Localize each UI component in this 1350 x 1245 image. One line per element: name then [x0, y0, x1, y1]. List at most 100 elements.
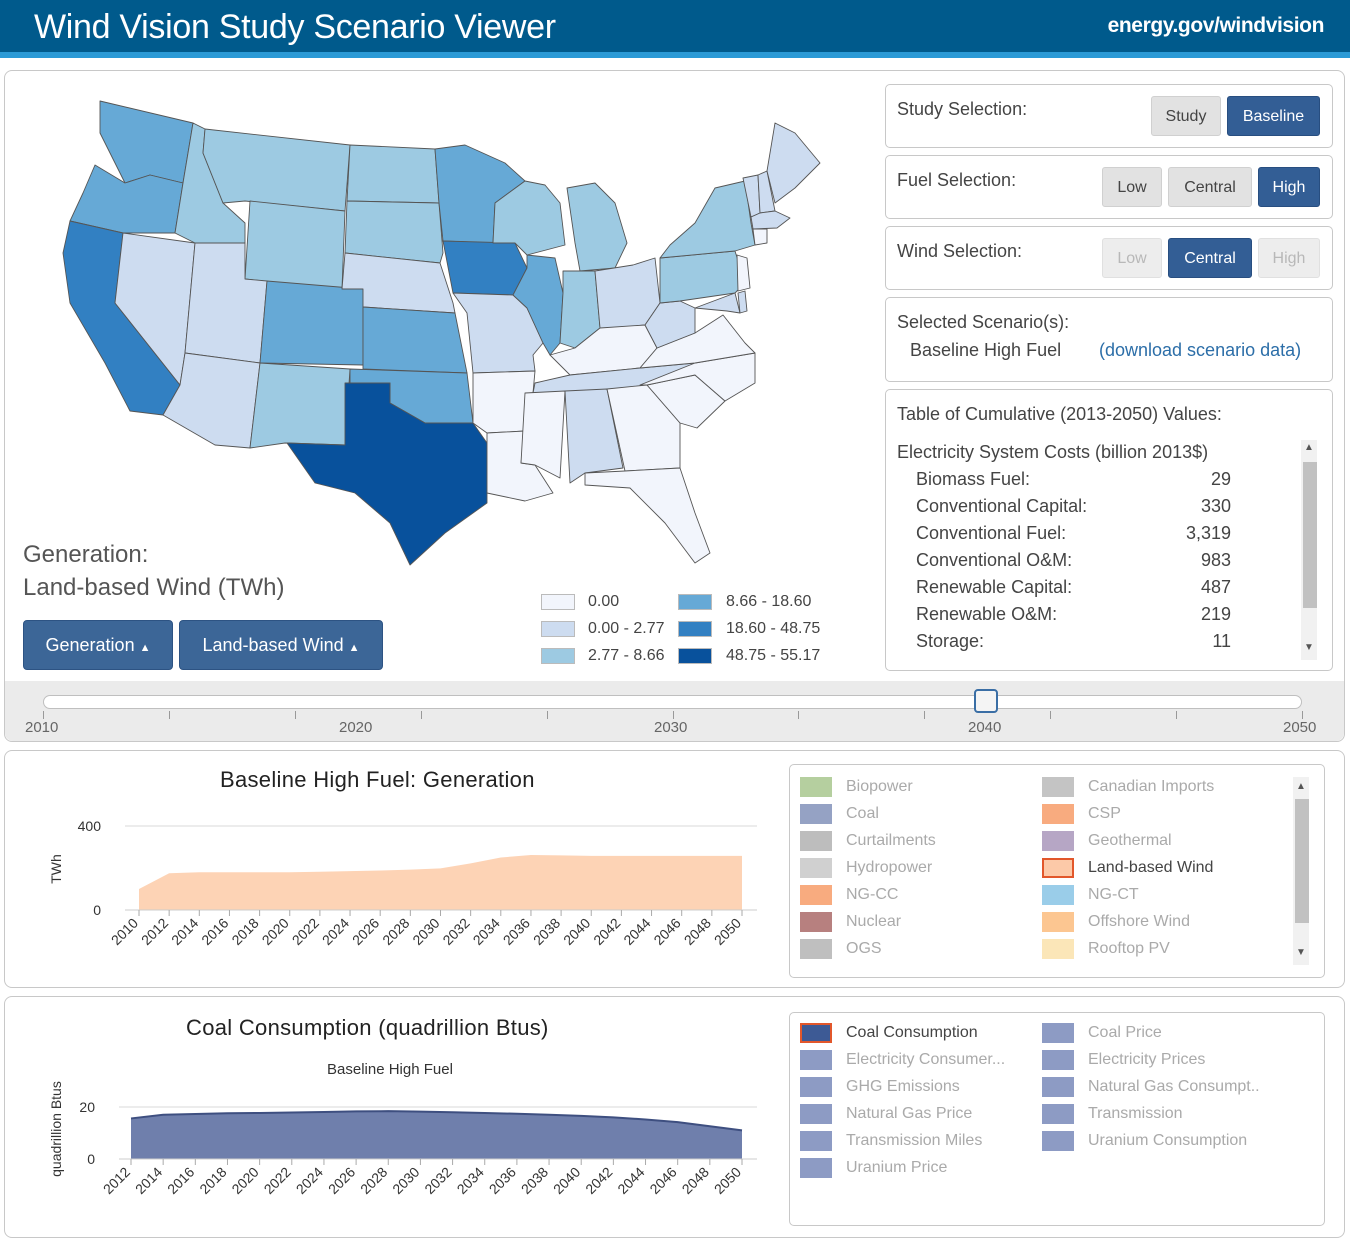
- state-de[interactable]: [737, 290, 748, 314]
- table-row: Conventional Capital: 330: [916, 496, 1231, 517]
- legend-item-transmission[interactable]: Transmission: [1042, 1104, 1282, 1126]
- state-tx[interactable]: [286, 382, 488, 566]
- coal-chart-subtitle: Baseline High Fuel: [327, 1061, 453, 1078]
- legend-item-coal[interactable]: Coal: [800, 804, 1040, 826]
- fuel-central-button[interactable]: Central: [1168, 167, 1252, 207]
- state-nd[interactable]: [346, 144, 440, 204]
- legend-item-coal-consumption[interactable]: Coal Consumption: [800, 1023, 1040, 1045]
- x-tick-label: 2038: [530, 915, 563, 948]
- state-mt[interactable]: [202, 128, 351, 212]
- state-il[interactable]: [512, 254, 564, 356]
- state-nm[interactable]: [249, 362, 351, 449]
- area-series-coal-consumption[interactable]: [131, 1111, 742, 1159]
- state-al[interactable]: [564, 388, 624, 484]
- legend-item-curtailments[interactable]: Curtailments: [800, 831, 1040, 853]
- state-me[interactable]: [766, 122, 821, 204]
- baseline-button[interactable]: Baseline: [1227, 96, 1320, 136]
- fuel-high-button[interactable]: High: [1258, 167, 1320, 207]
- state-ia[interactable]: [442, 240, 528, 296]
- x-tick-label: 2018: [196, 1164, 229, 1197]
- coal-legend: Coal Consumption Coal Price Electricity Co…: [789, 1012, 1325, 1226]
- generation-legend-scrollbar[interactable]: ▲ ▼: [1293, 777, 1309, 965]
- tech-dropdown-button[interactable]: Land-based Wind ▲: [179, 620, 383, 670]
- legend-item-ng-ct[interactable]: NG-CT: [1042, 885, 1282, 907]
- state-wi[interactable]: [492, 180, 566, 256]
- x-tick-label: 2012: [100, 1164, 133, 1197]
- state-ct[interactable]: [752, 228, 768, 246]
- legend-item-land-based-wind[interactable]: Land-based Wind: [1042, 858, 1282, 880]
- legend-item-nuclear[interactable]: Nuclear: [800, 912, 1040, 934]
- scroll-up-icon[interactable]: ▲: [1304, 442, 1314, 453]
- cumulative-scrollbar[interactable]: ▲ ▼: [1301, 440, 1317, 660]
- legend-item-ghg-emissions[interactable]: GHG Emissions: [800, 1077, 1040, 1099]
- coal-chart: 0202012201420162018202020222024202620282…: [48, 1081, 757, 1197]
- legend-label: Geothermal: [1088, 832, 1172, 849]
- state-co[interactable]: [259, 280, 364, 366]
- row-value: 29: [1210, 469, 1231, 489]
- legend-item-electricity-consumer[interactable]: Electricity Consumer...: [800, 1050, 1040, 1072]
- wind-central-button[interactable]: Central: [1168, 238, 1252, 278]
- x-tick-label: 2044: [620, 915, 653, 948]
- wind-low-button[interactable]: Low: [1102, 238, 1162, 278]
- legend-swatch: [1042, 1077, 1074, 1097]
- state-wy[interactable]: [244, 200, 346, 290]
- legend-item-natural-gas-consumpt[interactable]: Natural Gas Consumpt..: [1042, 1077, 1282, 1099]
- legend-label: Electricity Consumer...: [846, 1051, 1006, 1068]
- legend-item-rooftop-pv[interactable]: Rooftop PV: [1042, 939, 1282, 961]
- legend-item-csp[interactable]: CSP: [1042, 804, 1282, 826]
- legend-item-electricity-prices[interactable]: Electricity Prices: [1042, 1050, 1282, 1072]
- scrollbar-thumb[interactable]: [1303, 462, 1317, 608]
- scroll-down-icon[interactable]: ▼: [1304, 642, 1314, 653]
- slider-handle[interactable]: [974, 689, 998, 713]
- x-tick-label: 2028: [357, 1164, 390, 1197]
- x-tick-label: 2040: [550, 1164, 583, 1197]
- wind-high-button[interactable]: High: [1258, 238, 1320, 278]
- download-scenario-link[interactable]: (download scenario data): [1099, 340, 1302, 360]
- x-tick-label: 2048: [679, 1164, 712, 1197]
- x-tick-label: 2018: [228, 915, 261, 948]
- state-wa[interactable]: [99, 100, 194, 184]
- app-header: Wind Vision Study Scenario Viewer energy…: [0, 0, 1350, 58]
- scrollbar-thumb[interactable]: [1295, 799, 1309, 923]
- app-title: Wind Vision Study Scenario Viewer: [34, 8, 556, 46]
- state-mi[interactable]: [566, 182, 628, 272]
- fuel-low-button[interactable]: Low: [1102, 167, 1162, 207]
- legend-item-ogs[interactable]: OGS: [800, 939, 1040, 961]
- state-ks[interactable]: [362, 306, 468, 374]
- generation-chart: 0 400 201020122014201620182020202220242026…: [48, 818, 757, 948]
- row-label: Conventional Capital:: [916, 496, 1088, 516]
- wind-selection-box: Wind Selection: Low Central High: [885, 226, 1333, 290]
- legend-item-biopower[interactable]: Biopower: [800, 777, 1040, 799]
- legend-item-transmission-miles[interactable]: Transmission Miles: [800, 1131, 1040, 1153]
- legend-item-ng-cc[interactable]: NG-CC: [800, 885, 1040, 907]
- state-nj[interactable]: [736, 254, 751, 292]
- legend-item-natural-gas-price[interactable]: Natural Gas Price: [800, 1104, 1040, 1126]
- x-tick-label: 2016: [198, 915, 231, 948]
- scroll-down-icon[interactable]: ▼: [1296, 947, 1306, 958]
- state-ny[interactable]: [659, 180, 756, 259]
- legend-item-uranium-price[interactable]: Uranium Price: [800, 1158, 1040, 1180]
- legend-item-canadian-imports[interactable]: Canadian Imports: [1042, 777, 1282, 799]
- state-ga[interactable]: [606, 384, 681, 472]
- x-tick-label: 2030: [389, 1164, 422, 1197]
- state-fl[interactable]: [584, 467, 711, 564]
- legend-item-offshore-wind[interactable]: Offshore Wind: [1042, 912, 1282, 934]
- metric-dropdown-button[interactable]: Generation ▲: [23, 620, 173, 670]
- coal-chart-panel: Coal Consumption (quadrillion Btus) Base…: [4, 996, 1345, 1238]
- x-tick-label: 2026: [325, 1164, 358, 1197]
- legend-item-hydropower[interactable]: Hydropower: [800, 858, 1040, 880]
- slider-track[interactable]: [43, 695, 1302, 709]
- site-link[interactable]: energy.gov/windvision: [1107, 14, 1325, 37]
- legend-item-coal-price[interactable]: Coal Price: [1042, 1023, 1282, 1045]
- study-button[interactable]: Study: [1151, 96, 1221, 136]
- state-ms[interactable]: [520, 390, 566, 479]
- coal-chart-title: Coal Consumption (quadrillion Btus): [186, 1015, 549, 1040]
- legend-item-uranium-consumption[interactable]: Uranium Consumption: [1042, 1131, 1282, 1153]
- area-series-land-based-wind[interactable]: [139, 854, 742, 910]
- legend-label: Uranium Consumption: [1088, 1132, 1248, 1149]
- state-sd[interactable]: [344, 200, 444, 264]
- legend-item-geothermal[interactable]: Geothermal: [1042, 831, 1282, 853]
- scroll-up-icon[interactable]: ▲: [1296, 781, 1306, 792]
- legend-swatch: [678, 648, 712, 664]
- x-tick-label: 2050: [711, 915, 744, 948]
